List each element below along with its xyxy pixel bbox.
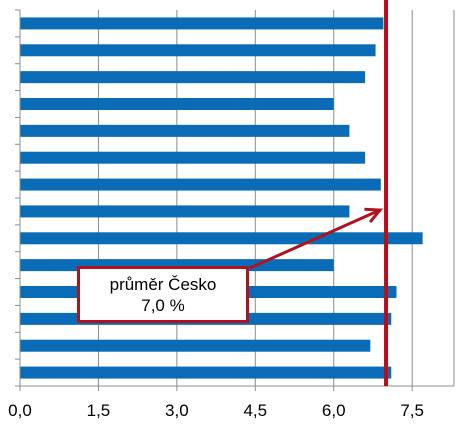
bar <box>20 205 350 218</box>
callout-arrow <box>249 208 381 270</box>
gridlines <box>97 10 455 386</box>
x-tick-label: 6,0 <box>322 401 346 420</box>
bar <box>20 17 384 30</box>
bar <box>20 178 381 191</box>
axes <box>15 9 454 391</box>
callout-value: 7,0 % <box>141 295 185 315</box>
x-tick-label: 4,5 <box>243 401 267 420</box>
bar <box>20 71 366 84</box>
x-tick-label: 1,5 <box>87 401 111 420</box>
callout-label: průměr Česko <box>109 274 217 294</box>
x-tick-labels: 0,0 1,5 3,0 4,5 6,0 7,5 <box>8 401 424 420</box>
average-callout: průměr Česko 7,0 % <box>77 266 249 323</box>
x-tick-label: 0,0 <box>8 401 32 420</box>
x-tick-label: 7,5 <box>400 401 424 420</box>
bar <box>20 151 366 164</box>
bar <box>20 366 392 379</box>
bar <box>20 44 376 57</box>
average-line-group <box>249 0 389 386</box>
bar <box>20 98 334 110</box>
x-tick-label: 3,0 <box>165 401 189 420</box>
bars <box>20 17 423 379</box>
bar <box>20 339 371 352</box>
bar <box>20 124 350 137</box>
callout-arrowhead <box>364 207 384 224</box>
bar <box>20 232 423 245</box>
